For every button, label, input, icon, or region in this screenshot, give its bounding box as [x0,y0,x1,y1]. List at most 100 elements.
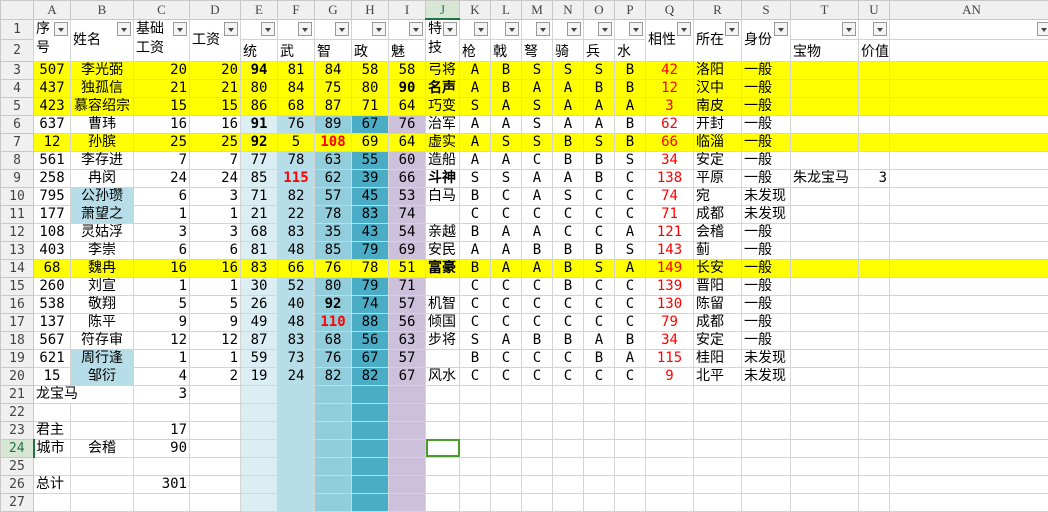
cell-u11[interactable] [859,205,890,223]
cell-b14[interactable]: 魏冉 [71,259,134,277]
cell-l4[interactable]: B [491,79,522,97]
cell-h24[interactable] [352,439,389,457]
cell-o25[interactable] [584,457,615,475]
cell-n15[interactable]: B [553,277,584,295]
cell-h8[interactable]: 55 [352,151,389,169]
cell-i16[interactable]: 57 [389,295,426,313]
cell-t20[interactable] [791,367,859,385]
cell-r24[interactable] [694,439,742,457]
cell-s6[interactable]: 一般 [742,115,791,133]
cell-e17[interactable]: 49 [241,313,278,331]
cell-p8[interactable]: S [615,151,646,169]
cell-d8[interactable]: 7 [190,151,241,169]
cell-t18[interactable] [791,331,859,349]
cell-o19[interactable]: B [584,349,615,367]
cell-j15[interactable] [426,277,460,295]
cell-b5[interactable]: 慕容绍宗 [71,97,134,115]
cell-d13[interactable]: 6 [190,241,241,259]
cell-k11[interactable]: C [460,205,491,223]
cell-g18[interactable]: 68 [315,331,352,349]
cell-h4[interactable]: 80 [352,79,389,97]
cell-b4[interactable]: 独孤信 [71,79,134,97]
column-header-q[interactable]: Q [646,1,694,20]
cell-i5[interactable]: 64 [389,97,426,115]
cell-n10[interactable]: S [553,187,584,205]
row-header-7[interactable]: 7 [1,133,34,151]
cell-p27[interactable] [615,493,646,511]
row-header-21[interactable]: 21 [1,385,34,403]
cell-g4[interactable]: 75 [315,79,352,97]
cell-a22[interactable] [34,403,71,421]
cell-o11[interactable]: C [584,205,615,223]
cell-j26[interactable] [426,475,460,493]
cell-l22[interactable] [491,403,522,421]
cell-q26[interactable] [646,475,694,493]
cell-f22[interactable] [278,403,315,421]
cell-k24[interactable] [460,439,491,457]
cell-p6[interactable]: B [615,115,646,133]
cell-d11[interactable]: 1 [190,205,241,223]
cell-e13[interactable]: 81 [241,241,278,259]
cell-m13[interactable]: B [522,241,553,259]
cell-g24[interactable] [315,439,352,457]
cell-h9[interactable]: 39 [352,169,389,187]
cell-n19[interactable]: C [553,349,584,367]
cell-l5[interactable]: A [491,97,522,115]
cell-l3[interactable]: B [491,61,522,79]
cell-g23[interactable] [315,421,352,439]
cell-q3[interactable]: 42 [646,61,694,79]
column-header-n[interactable]: N [553,1,584,20]
cell-t10[interactable] [791,187,859,205]
cell-a6[interactable]: 637 [34,115,71,133]
cell-o22[interactable] [584,403,615,421]
filter-dropdown-button[interactable] [54,22,68,36]
row-header-25[interactable]: 25 [1,457,34,475]
cell-n18[interactable]: B [553,331,584,349]
cell-l16[interactable]: C [491,295,522,313]
cell-o17[interactable]: C [584,313,615,331]
cell-h19[interactable]: 67 [352,349,389,367]
cell-j6[interactable]: 治军 [426,115,460,133]
cell-u23[interactable] [859,421,890,439]
cell-t23[interactable] [791,421,859,439]
cell-k14[interactable]: B [460,259,491,277]
row-header-19[interactable]: 19 [1,349,34,367]
cell-c7[interactable]: 25 [134,133,190,151]
cell-h13[interactable]: 79 [352,241,389,259]
cell-r22[interactable] [694,403,742,421]
cell-f19[interactable]: 73 [278,349,315,367]
cell-u26[interactable] [859,475,890,493]
cell-m22[interactable] [522,403,553,421]
cell-e8[interactable]: 77 [241,151,278,169]
cell-q5[interactable]: 3 [646,97,694,115]
cell-l14[interactable]: A [491,259,522,277]
cell-a5[interactable]: 423 [34,97,71,115]
cell-p14[interactable]: A [615,259,646,277]
cell-a23[interactable]: 君主 [34,421,71,439]
cell-h7[interactable]: 69 [352,133,389,151]
cell-an20[interactable] [890,367,1048,385]
cell-d18[interactable]: 12 [190,331,241,349]
cell-h5[interactable]: 71 [352,97,389,115]
cell-i12[interactable]: 54 [389,223,426,241]
cell-h20[interactable]: 82 [352,367,389,385]
row-header-20[interactable]: 20 [1,367,34,385]
cell-i15[interactable]: 71 [389,277,426,295]
cell-an24[interactable] [890,439,1048,457]
cell-o24[interactable] [584,439,615,457]
cell-a16[interactable]: 538 [34,295,71,313]
cell-m4[interactable]: A [522,79,553,97]
cell-u14[interactable] [859,259,890,277]
cell-d20[interactable]: 2 [190,367,241,385]
cell-l23[interactable] [491,421,522,439]
cell-h18[interactable]: 56 [352,331,389,349]
cell-e19[interactable]: 59 [241,349,278,367]
cell-g6[interactable]: 89 [315,115,352,133]
cell-j13[interactable]: 安民 [426,241,460,259]
cell-a21[interactable]: 龙宝马 [34,385,71,403]
cell-n11[interactable]: C [553,205,584,223]
row-header-24[interactable]: 24 [1,439,34,457]
cell-h11[interactable]: 83 [352,205,389,223]
cell-t25[interactable] [791,457,859,475]
cell-i26[interactable] [389,475,426,493]
